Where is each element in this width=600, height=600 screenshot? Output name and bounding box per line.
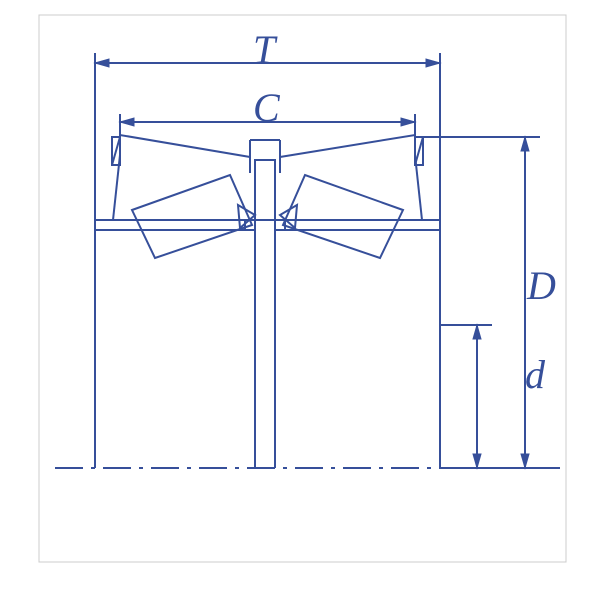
label-C: C [253,88,280,128]
label-T: T [253,30,275,70]
diagram-frame: T C D d [0,0,600,600]
label-D: D [527,266,556,306]
label-d: d [525,355,545,395]
bearing-drawing [0,0,600,600]
